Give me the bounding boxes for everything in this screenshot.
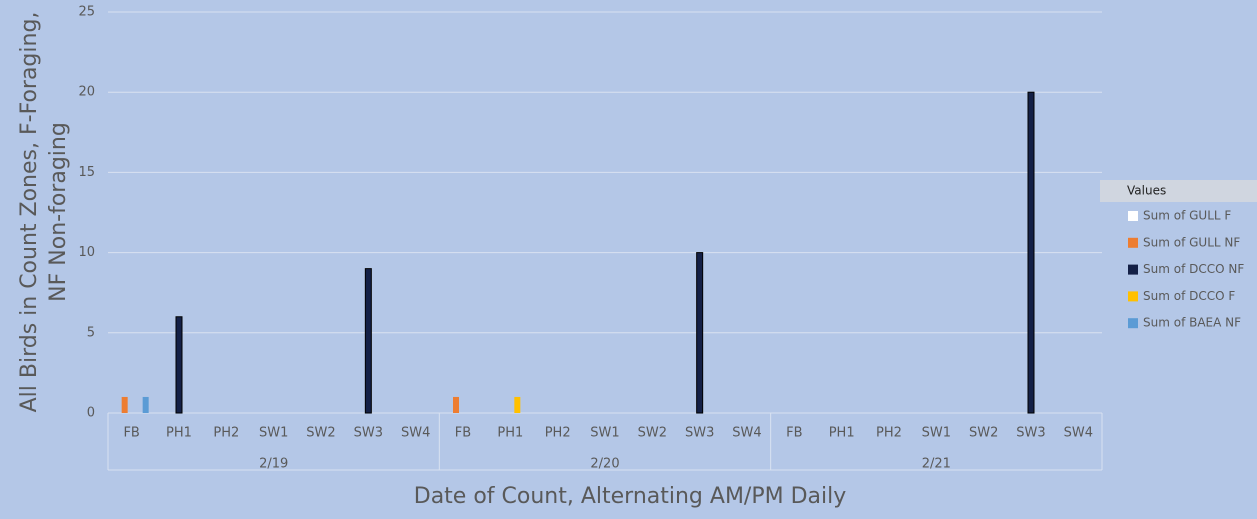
legend-swatch	[1128, 211, 1138, 221]
y-axis-title: All Birds in Count Zones, F-Foraging,	[17, 12, 42, 413]
legend-label: Sum of GULL NF	[1143, 235, 1240, 249]
x-tick-label: PH1	[829, 426, 855, 441]
x-tick-label: SW3	[1016, 426, 1045, 441]
legend-header	[1100, 180, 1257, 202]
y-tick-label: 20	[78, 85, 95, 100]
x-tick-label: SW3	[354, 426, 383, 441]
legend-swatch	[1128, 264, 1138, 275]
x-tick-label: PH2	[876, 426, 902, 441]
x-tick-label: SW4	[1064, 426, 1093, 441]
y-tick-label: 25	[78, 5, 95, 20]
bar	[175, 316, 183, 414]
group-label: 2/20	[590, 457, 619, 472]
bar	[453, 396, 459, 413]
x-tick-label: FB	[123, 426, 139, 441]
legend-label: Sum of BAEA NF	[1143, 316, 1241, 330]
bar	[696, 252, 704, 414]
x-tick-label: PH2	[213, 426, 239, 441]
group-label: 2/21	[922, 457, 951, 472]
bar	[121, 396, 128, 413]
x-tick-label: SW4	[732, 426, 761, 441]
bar	[1027, 91, 1035, 414]
legend-title: Values	[1127, 184, 1166, 198]
group-label: 2/19	[259, 457, 288, 472]
bar	[514, 396, 521, 413]
y-tick-label: 5	[87, 325, 95, 340]
y-axis-title: NF Non-foraging	[46, 122, 71, 302]
x-tick-label: FB	[455, 426, 471, 441]
x-tick-label: SW4	[401, 426, 430, 441]
bar	[142, 396, 149, 413]
x-tick-label: FB	[786, 426, 802, 441]
x-tick-label: PH2	[545, 426, 571, 441]
x-tick-label: SW1	[259, 426, 288, 441]
x-tick-label: SW1	[590, 426, 619, 441]
bar	[364, 268, 372, 414]
x-tick-label: SW2	[969, 426, 998, 441]
legend-swatch	[1128, 318, 1138, 329]
legend-label: Sum of GULL F	[1143, 209, 1231, 223]
x-tick-label: SW3	[685, 426, 714, 441]
x-tick-label: PH1	[166, 426, 192, 441]
legend-swatch	[1128, 291, 1138, 302]
y-tick-label: 15	[78, 165, 95, 180]
legend-label: Sum of DCCO F	[1143, 289, 1235, 303]
legend-label: Sum of DCCO NF	[1143, 262, 1244, 276]
x-tick-label: SW2	[306, 426, 335, 441]
x-axis-title: Date of Count, Alternating AM/PM Daily	[414, 484, 847, 509]
x-tick-label: SW1	[922, 426, 951, 441]
legend-swatch	[1128, 237, 1138, 248]
y-tick-label: 0	[87, 406, 95, 421]
x-tick-label: SW2	[638, 426, 667, 441]
x-tick-label: PH1	[497, 426, 523, 441]
y-tick-label: 10	[78, 245, 95, 260]
